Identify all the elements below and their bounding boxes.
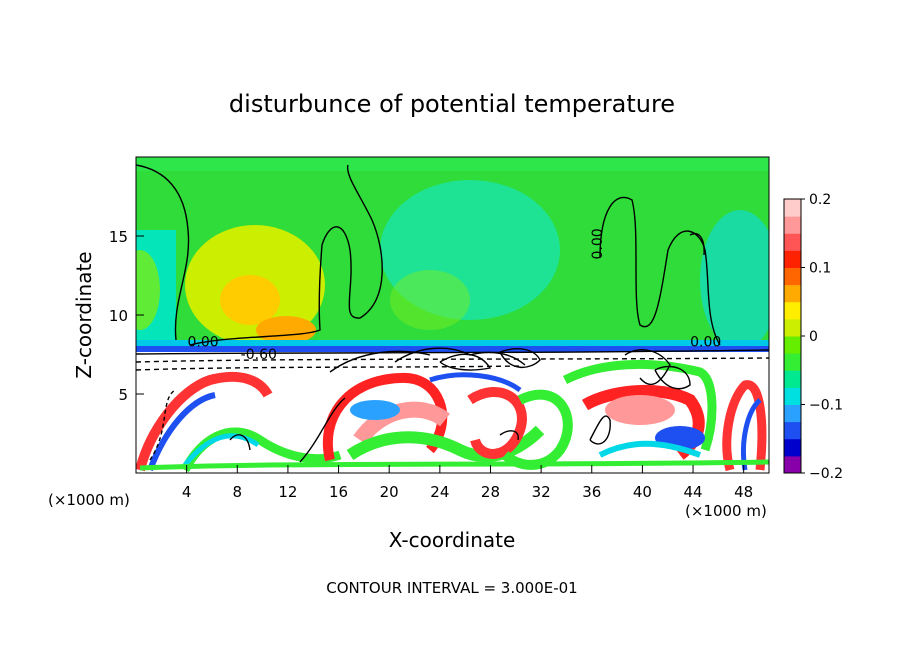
eddy-right-pink: [605, 395, 675, 425]
eddy-mid-pink: [353, 401, 450, 445]
y-tick-label: 5: [118, 386, 128, 404]
x-tick-label: 16: [329, 483, 348, 501]
eddy-mid-green: [346, 425, 545, 463]
contour-label: 0.00: [188, 335, 219, 351]
eddy-left-blue: [147, 392, 216, 472]
x-tick-label: 12: [278, 483, 297, 501]
orange-anomaly: [220, 275, 280, 325]
contour-eddy-right: [624, 349, 671, 386]
x-tick-label: 44: [683, 483, 702, 501]
plot-area: 0.00 -0.60 0.00 0.00: [136, 157, 769, 473]
contour-zero-right-loop: [599, 196, 721, 346]
x-unit-right: (×1000 m): [685, 502, 767, 520]
eddy-center-red: [467, 386, 527, 459]
colorbar-swatch: [784, 387, 801, 405]
eddy-left-red: [136, 371, 273, 472]
y-axis: 5 10 15: [109, 228, 144, 404]
contour-lower-2: [229, 434, 251, 451]
contour-zero-left: [136, 164, 190, 341]
x-tick-label: 8: [233, 483, 243, 501]
contour-eddy-1: [329, 350, 431, 373]
x-axis: 4 8 12 16 20 24 28 32 36 40 44 48: [182, 465, 753, 501]
contour-lower-4: [589, 415, 611, 445]
eddy-right-green: [562, 359, 717, 452]
eddy-far-right: [722, 380, 767, 472]
colorbar-swatch: [784, 301, 801, 320]
x-axis-label: X-coordinate: [389, 528, 516, 552]
eddy-center-blue: [429, 372, 522, 393]
eddy-right-cyan: [598, 440, 702, 458]
colorbar-swatch: [784, 336, 801, 354]
colorbar-tick-label: 0.1: [809, 261, 831, 277]
colorbar-tick-label: −0.2: [809, 466, 843, 482]
contour-label-group: 0.00 -0.60 0.00 0.00: [188, 228, 722, 363]
contour-lower-3: [499, 430, 519, 441]
colorbar-swatch: [784, 421, 801, 440]
x-tick-label: 48: [734, 483, 753, 501]
cyan-band: [136, 340, 769, 346]
x-unit-left: (×1000 m): [48, 491, 130, 509]
contour-dashed-low: [149, 389, 176, 461]
x-tick-label: 32: [532, 483, 551, 501]
x-tick-label: 28: [481, 483, 500, 501]
colorbar-swatch: [784, 455, 801, 474]
contour-eddy-right-2: [654, 365, 691, 390]
y-tick-label: 10: [109, 307, 128, 325]
cyan-strip-top: [136, 157, 769, 171]
colorbar-swatch: [784, 233, 801, 251]
x-tick-label: 24: [430, 483, 449, 501]
colorbar-swatch: [784, 438, 801, 457]
x-tick-label: 4: [182, 483, 192, 501]
colorbar-tick-label: 0.2: [809, 192, 831, 208]
eddy-left-cyan: [183, 433, 260, 467]
contour-interval-text: CONTOUR INTERVAL = 3.000E-01: [326, 579, 577, 597]
lime-patch-mid: [390, 270, 470, 330]
chart-title: disturbunce of potential temperature: [229, 90, 675, 118]
colorbar-swatch: [784, 250, 801, 268]
contour-zero-right-inner: [689, 233, 705, 256]
teal-region-right: [700, 210, 769, 350]
colorbar-swatch: [784, 267, 801, 286]
colorbar-swatch: [784, 216, 801, 234]
orange-core: [256, 316, 316, 344]
contour-eddy-3: [439, 353, 492, 371]
lime-patch-left: [136, 250, 160, 330]
colorbar: 0.2 0.1 0 −0.1 −0.2: [783, 192, 843, 482]
x-tick-label: 40: [633, 483, 652, 501]
eddy-mid-blue: [350, 400, 400, 420]
contour-label: 0.00: [690, 335, 721, 351]
contour-label: 0.00: [590, 228, 606, 259]
x-tick-label: 20: [380, 483, 399, 501]
x-tick-label: 36: [582, 483, 601, 501]
colorbar-swatch: [784, 370, 801, 388]
colorbar-swatch: [784, 284, 801, 303]
colorbar-swatch: [784, 404, 801, 423]
colorbar-swatch: [784, 199, 801, 217]
colorbar-tick-label: 0: [809, 329, 818, 345]
colorbar-tick-label: −0.1: [809, 398, 843, 414]
bottom-mixed-band: [139, 459, 769, 471]
contour-lower-1: [299, 397, 346, 463]
contour-eddy-4: [499, 348, 541, 368]
contour-label: -0.60: [241, 347, 277, 363]
colorbar-swatch: [784, 318, 801, 337]
contour-lines: [136, 164, 769, 463]
colorbar-swatch: [784, 353, 801, 371]
contour-dashed-band-1: [136, 357, 769, 363]
y-tick-label: 15: [109, 228, 128, 246]
y-axis-label: Z-coordinate: [72, 251, 96, 378]
contour-dashed-band-2: [136, 365, 521, 371]
contour-zero-mid: [189, 164, 383, 346]
